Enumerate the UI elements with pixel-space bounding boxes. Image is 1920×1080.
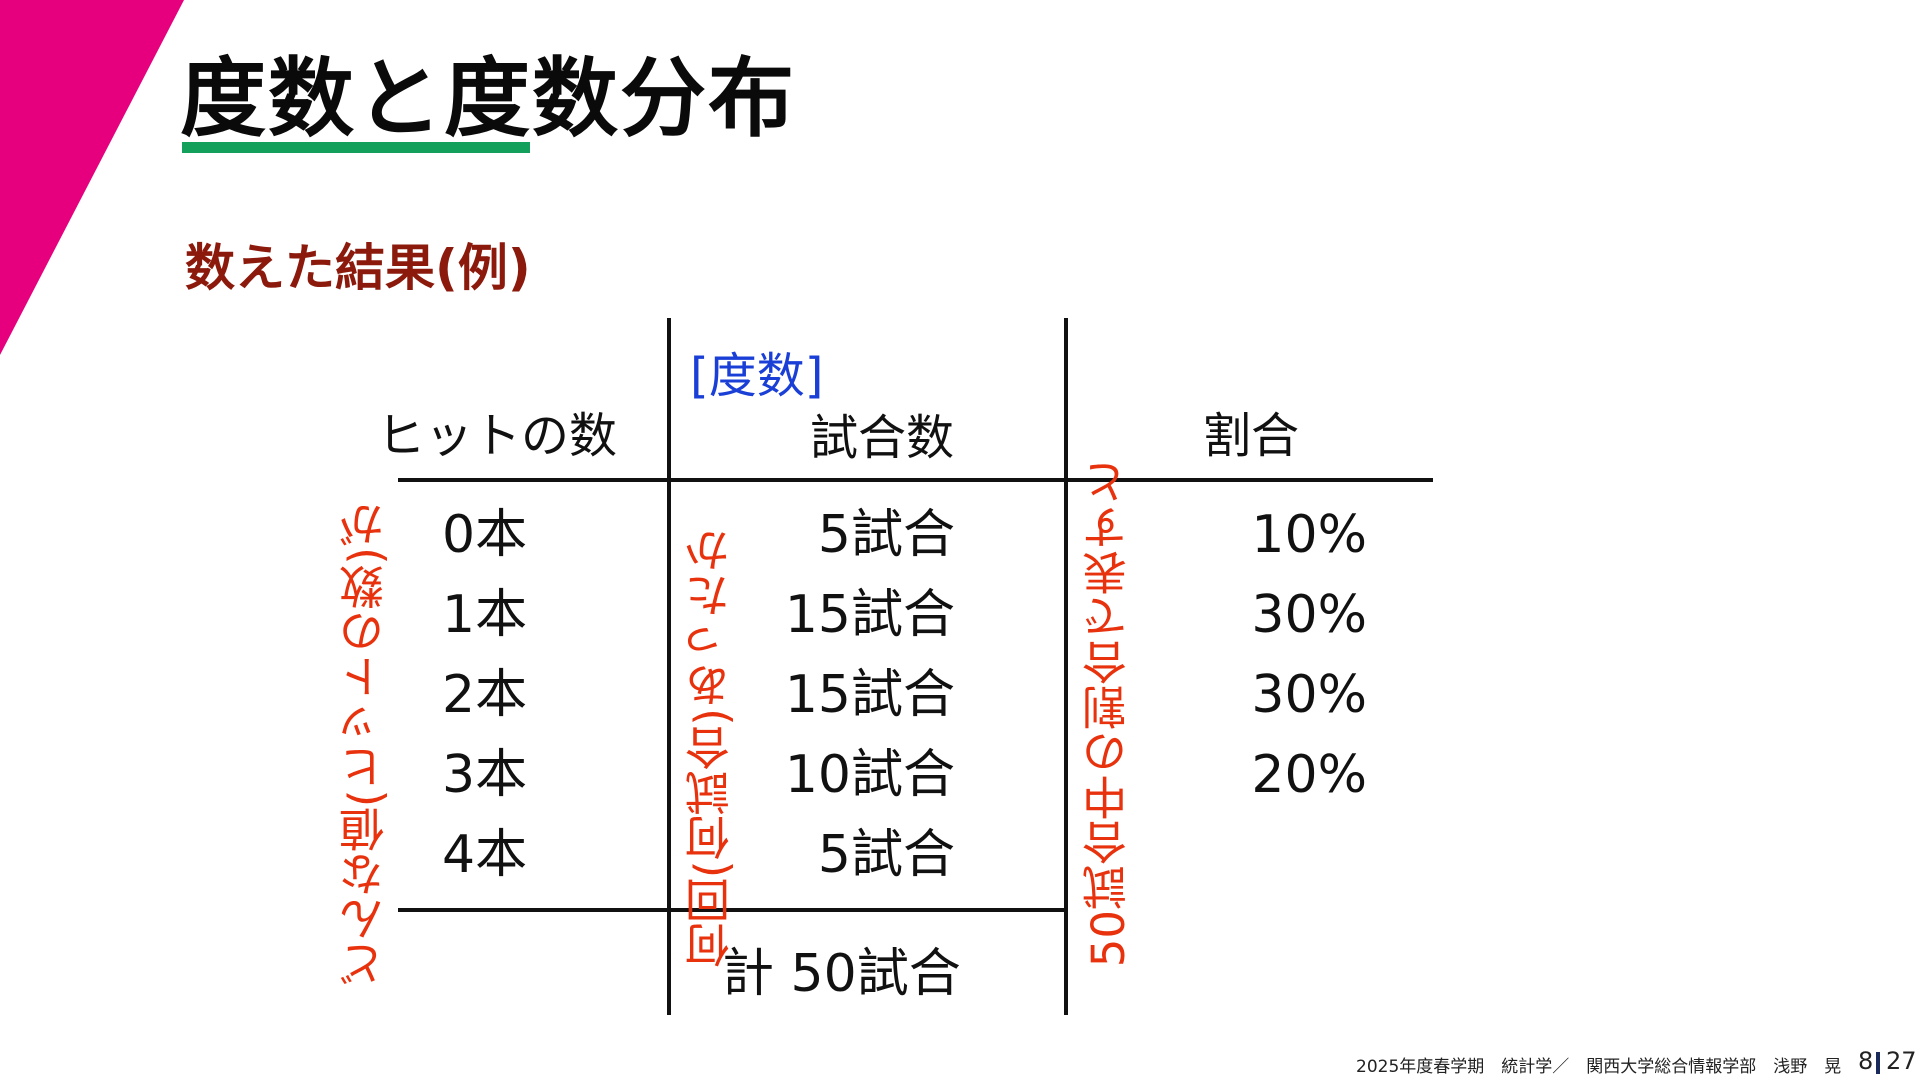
cell-hits: 1本 (442, 585, 528, 645)
page-current: 8 (1858, 1047, 1874, 1075)
cell-hits: 0本 (442, 505, 528, 565)
cell-hits: 4本 (442, 825, 528, 885)
cell-hits: 2本 (442, 665, 528, 725)
table-vline-1 (667, 318, 671, 1015)
annotation-count: 何回(何試合)あったか (685, 528, 738, 969)
frequency-label: [度数] (690, 348, 824, 404)
table-header-rule (398, 478, 1433, 482)
cell-games: 15試合 (784, 665, 955, 725)
cell-ratio: 20% (1251, 745, 1367, 805)
total-games: 計 50試合 (722, 944, 961, 1004)
page-total: 27 (1886, 1047, 1917, 1075)
accent-triangle (0, 0, 184, 355)
cell-games: 15試合 (784, 585, 955, 645)
table-vline-2 (1064, 318, 1068, 1015)
annotation-ratio: 50試合中の割合で表すと (1082, 460, 1135, 968)
header-ratio: 割合 (1203, 408, 1300, 464)
slide-title: 度数と度数分布 (180, 49, 796, 149)
cell-ratio: 10% (1251, 505, 1367, 565)
cell-ratio: 30% (1251, 665, 1367, 725)
footer-course: 2025年度春学期 統計学／ 関西大学総合情報学部 浅野 晃 (1356, 1057, 1842, 1077)
table-total-rule (398, 908, 1066, 912)
cell-games: 10試合 (784, 745, 955, 805)
cell-hits: 3本 (442, 745, 528, 805)
section-subtitle: 数えた結果(例) (185, 239, 531, 297)
title-underline (182, 142, 530, 153)
header-hits: ヒットの数 (377, 408, 618, 464)
annotation-value: どんな値(ヒットの数)が (339, 502, 392, 988)
header-games: 試合数 (810, 410, 955, 466)
cell-ratio: 30% (1251, 585, 1367, 645)
page-separator (1876, 1052, 1880, 1074)
cell-games: 5試合 (817, 825, 955, 885)
cell-games: 5試合 (817, 505, 955, 565)
